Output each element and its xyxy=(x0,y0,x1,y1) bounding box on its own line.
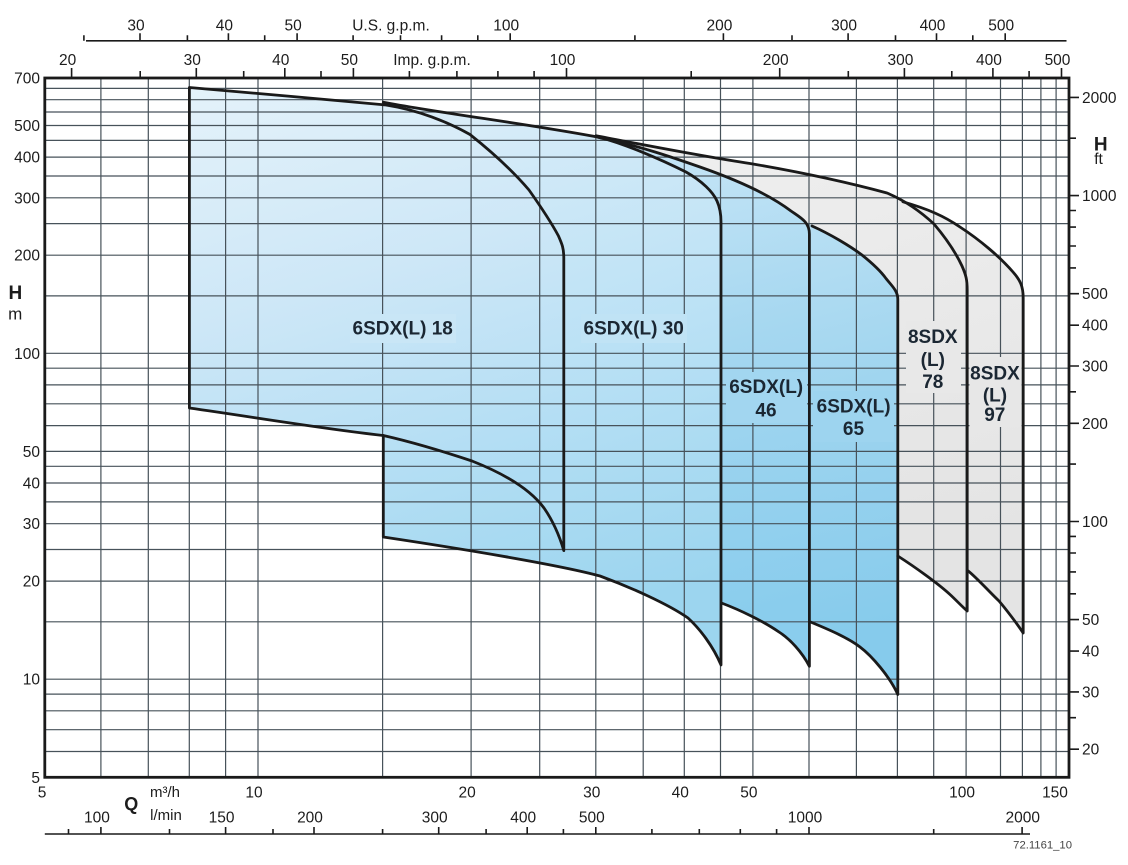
svg-text:20: 20 xyxy=(1082,742,1100,759)
svg-text:20: 20 xyxy=(59,52,77,69)
svg-text:300: 300 xyxy=(1082,359,1108,376)
svg-text:30: 30 xyxy=(127,18,145,35)
svg-text:100: 100 xyxy=(1082,514,1108,531)
svg-text:150: 150 xyxy=(1042,785,1068,802)
svg-text:50: 50 xyxy=(740,785,758,802)
svg-text:300: 300 xyxy=(887,52,913,69)
svg-text:ft: ft xyxy=(1094,151,1103,168)
svg-text:150: 150 xyxy=(209,810,235,827)
svg-text:1000: 1000 xyxy=(1082,188,1117,205)
svg-text:65: 65 xyxy=(843,419,865,440)
svg-text:2000: 2000 xyxy=(1082,90,1117,107)
svg-text:97: 97 xyxy=(984,405,1005,426)
svg-text:Imp. g.p.m.: Imp. g.p.m. xyxy=(393,52,471,69)
svg-text:500: 500 xyxy=(14,118,40,135)
svg-text:2000: 2000 xyxy=(1005,810,1040,827)
svg-text:46: 46 xyxy=(755,401,776,422)
svg-text:50: 50 xyxy=(23,444,41,461)
svg-text:400: 400 xyxy=(976,52,1002,69)
svg-text:50: 50 xyxy=(284,18,302,35)
svg-text:400: 400 xyxy=(920,18,946,35)
svg-text:400: 400 xyxy=(14,150,40,167)
svg-text:8SDX: 8SDX xyxy=(908,327,958,348)
svg-text:500: 500 xyxy=(1082,286,1108,303)
svg-text:H: H xyxy=(9,283,23,304)
svg-text:40: 40 xyxy=(1082,644,1100,661)
svg-text:700: 700 xyxy=(14,70,40,87)
svg-text:H: H xyxy=(1094,135,1108,156)
svg-text:300: 300 xyxy=(422,810,448,827)
svg-text:10: 10 xyxy=(23,672,41,689)
svg-text:300: 300 xyxy=(831,18,857,35)
svg-text:6SDX(L): 6SDX(L) xyxy=(817,397,891,418)
svg-text:8SDX: 8SDX xyxy=(970,364,1020,385)
svg-text:200: 200 xyxy=(1082,416,1108,433)
svg-text:m: m xyxy=(8,305,22,324)
svg-text:U.S. g.p.m.: U.S. g.p.m. xyxy=(352,18,430,35)
svg-text:100: 100 xyxy=(550,52,576,69)
svg-text:100: 100 xyxy=(14,346,40,363)
svg-text:30: 30 xyxy=(23,516,41,533)
svg-text:200: 200 xyxy=(14,248,40,265)
svg-text:100: 100 xyxy=(949,785,975,802)
svg-text:l/min: l/min xyxy=(150,807,182,824)
svg-text:Q: Q xyxy=(124,794,138,814)
svg-text:50: 50 xyxy=(1082,612,1100,629)
svg-text:(L): (L) xyxy=(983,386,1007,407)
svg-text:400: 400 xyxy=(510,810,536,827)
svg-text:40: 40 xyxy=(272,52,290,69)
svg-text:1000: 1000 xyxy=(788,810,823,827)
svg-text:(L): (L) xyxy=(921,350,945,371)
svg-text:5: 5 xyxy=(31,770,40,787)
svg-text:50: 50 xyxy=(341,52,359,69)
svg-text:100: 100 xyxy=(493,18,519,35)
svg-text:300: 300 xyxy=(14,190,40,207)
svg-text:500: 500 xyxy=(579,810,605,827)
svg-text:5: 5 xyxy=(38,785,47,802)
svg-text:500: 500 xyxy=(988,18,1014,35)
svg-text:6SDX(L): 6SDX(L) xyxy=(729,377,803,398)
svg-text:100: 100 xyxy=(84,810,110,827)
svg-text:40: 40 xyxy=(672,785,690,802)
svg-text:30: 30 xyxy=(184,52,202,69)
svg-text:10: 10 xyxy=(245,785,263,802)
svg-text:6SDX(L) 18: 6SDX(L) 18 xyxy=(353,319,453,340)
svg-text:30: 30 xyxy=(583,785,601,802)
svg-text:200: 200 xyxy=(706,18,732,35)
svg-text:40: 40 xyxy=(23,476,41,493)
svg-text:400: 400 xyxy=(1082,318,1108,335)
svg-text:30: 30 xyxy=(1082,684,1100,701)
svg-text:72.1161_10: 72.1161_10 xyxy=(1013,840,1072,852)
svg-text:40: 40 xyxy=(216,18,234,35)
svg-text:m³/h: m³/h xyxy=(150,784,180,801)
svg-text:6SDX(L) 30: 6SDX(L) 30 xyxy=(584,319,684,340)
svg-text:20: 20 xyxy=(23,574,41,591)
svg-text:200: 200 xyxy=(297,810,323,827)
svg-text:200: 200 xyxy=(763,52,789,69)
svg-text:20: 20 xyxy=(458,785,476,802)
svg-text:500: 500 xyxy=(1045,52,1071,69)
svg-text:78: 78 xyxy=(922,372,943,393)
